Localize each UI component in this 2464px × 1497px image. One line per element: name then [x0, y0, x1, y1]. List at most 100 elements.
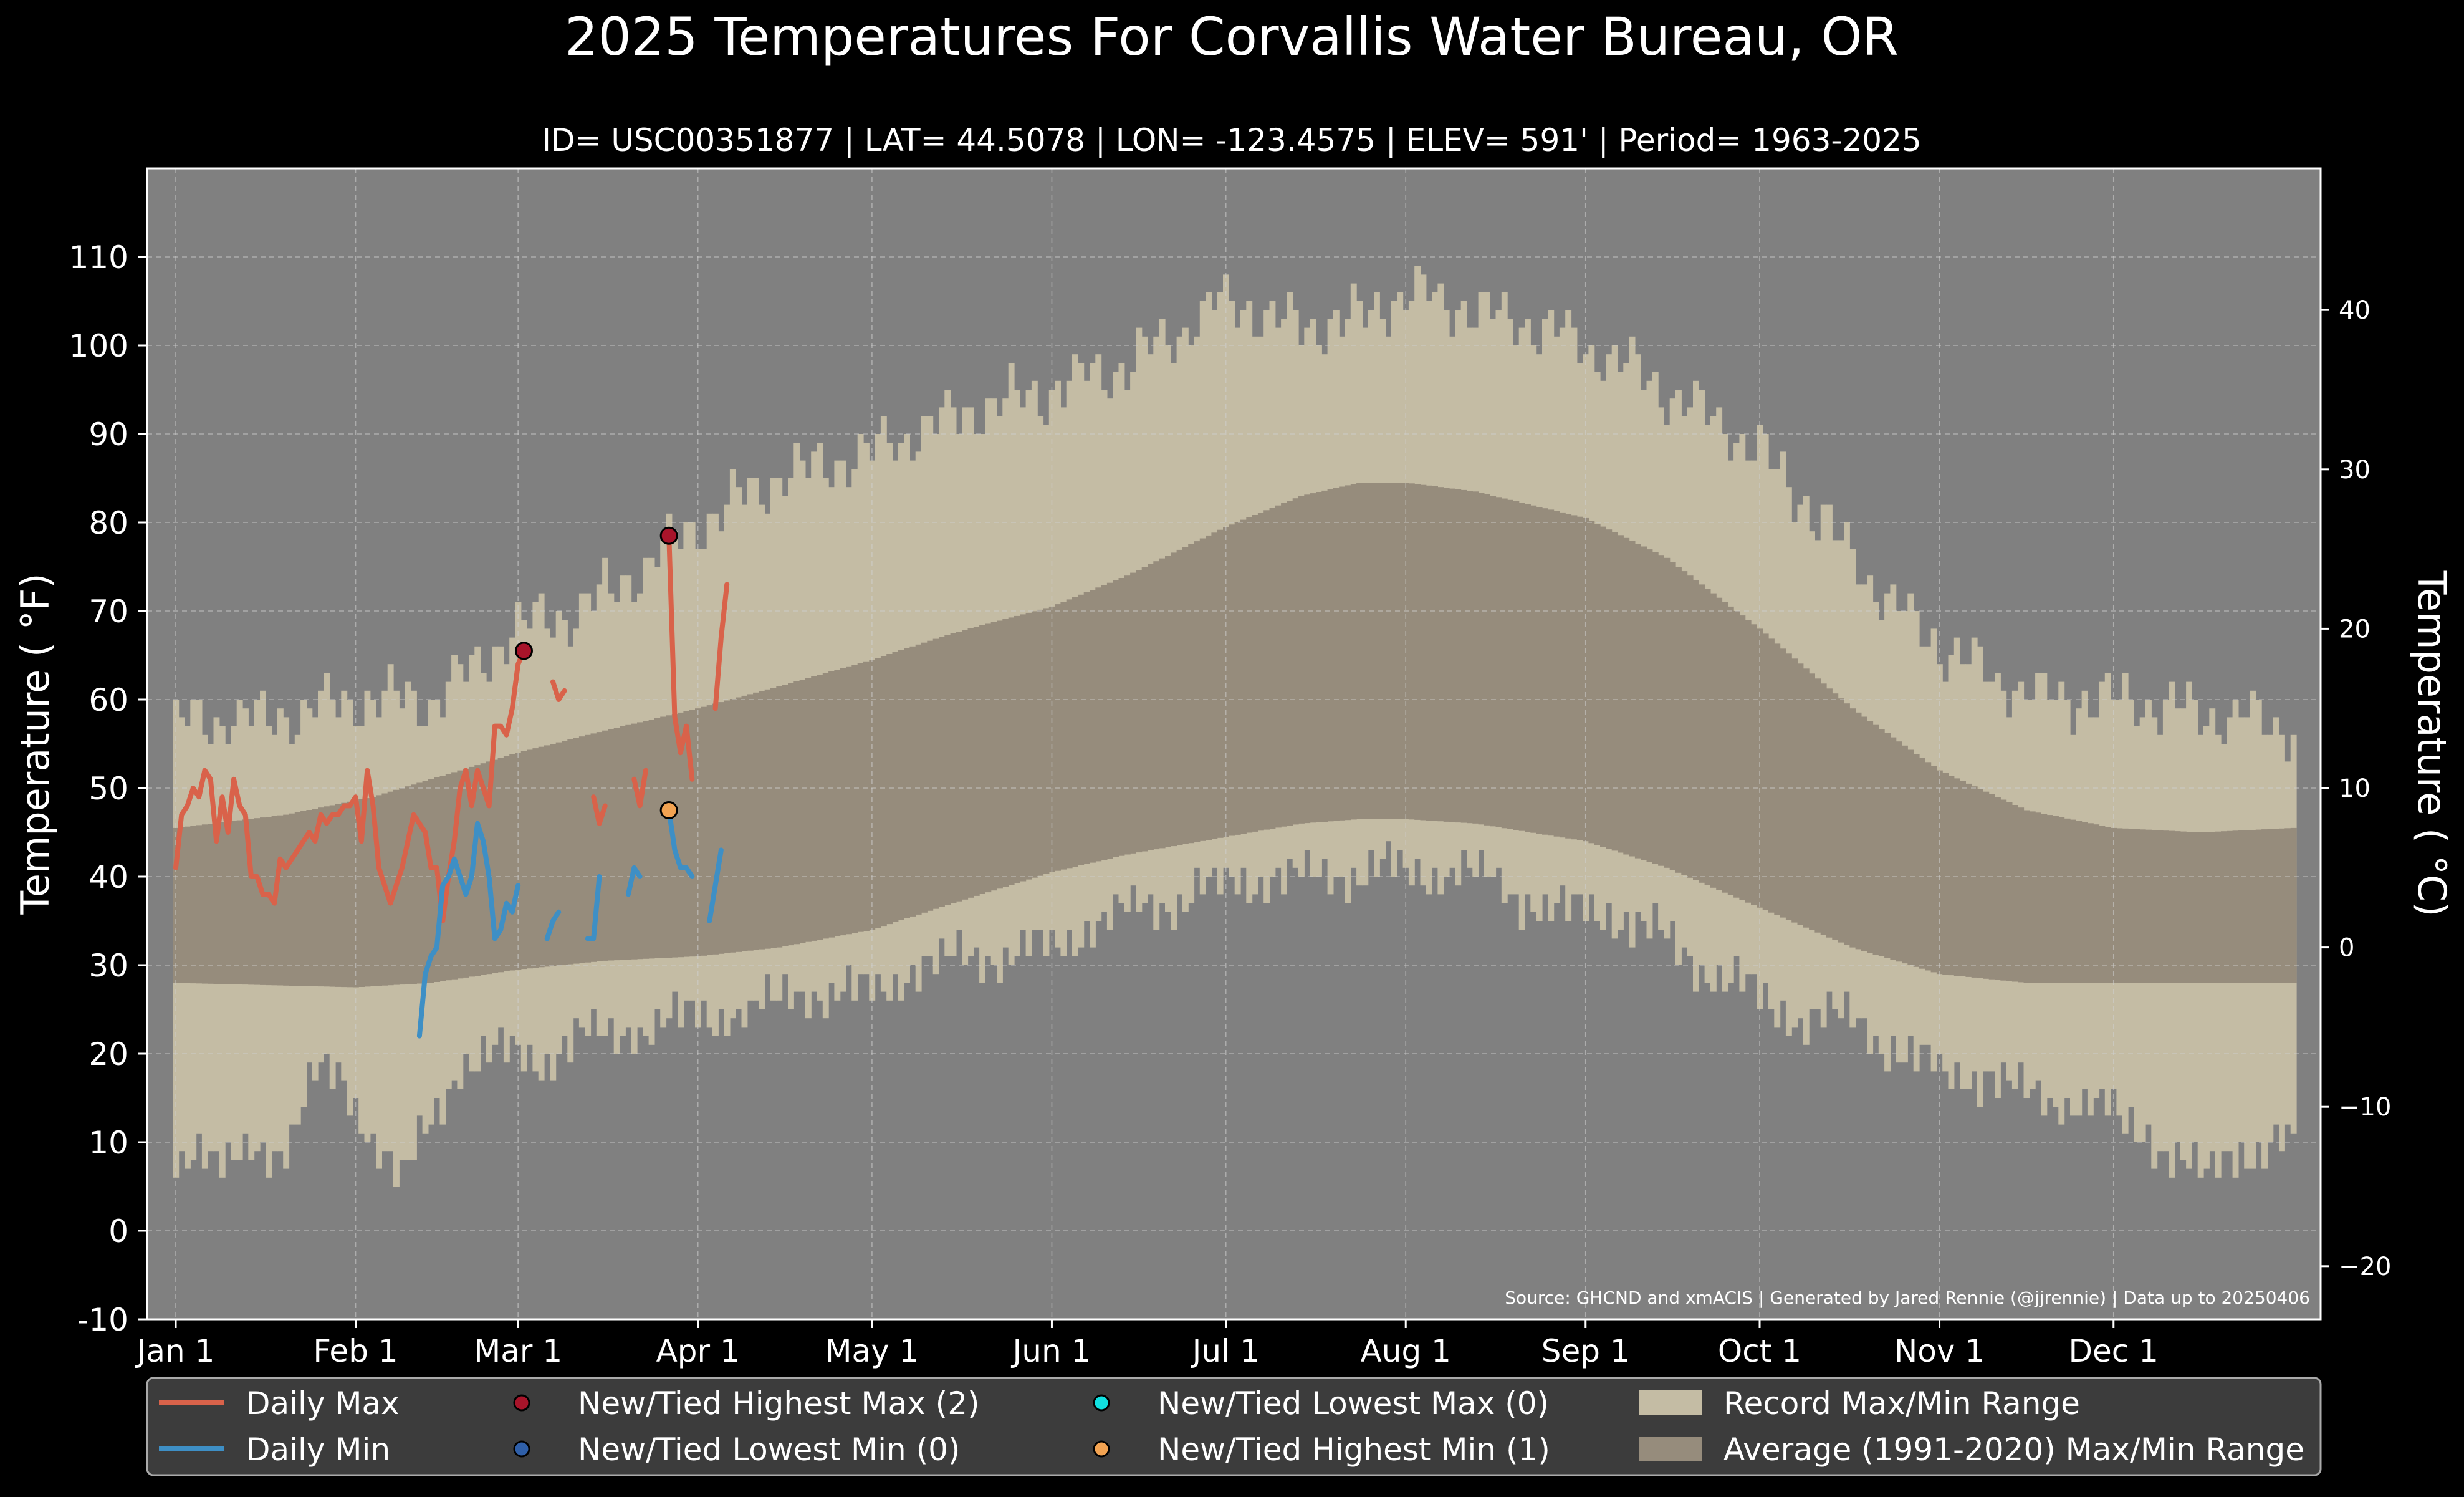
average-range-bar: [660, 716, 667, 958]
average-range-bar: [1727, 606, 1734, 895]
average-range-bar: [1936, 770, 1943, 975]
average-range-bar: [294, 812, 301, 986]
average-range-bar: [1867, 721, 1874, 953]
average-range-bar: [335, 804, 342, 987]
average-range-bar: [1437, 487, 1444, 822]
average-range-bar: [196, 825, 203, 984]
average-range-bar: [1391, 483, 1397, 819]
average-range-bar: [1257, 513, 1264, 831]
average-range-bar: [1304, 494, 1311, 824]
daily-max-line: [550, 679, 567, 702]
y-tick-label: 40: [89, 859, 128, 895]
average-range-bar: [892, 652, 899, 922]
daily-min-line: [707, 847, 724, 923]
average-range-bar: [782, 685, 789, 946]
average-range-bar: [776, 686, 783, 948]
average-range-bar: [718, 702, 725, 954]
average-range-bar: [2139, 829, 2146, 983]
average-range-bar: [880, 656, 887, 927]
average-range-bar: [2087, 823, 2094, 983]
average-range-bar: [178, 827, 185, 983]
average-range-bar: [318, 807, 324, 987]
average-range-bar: [1641, 546, 1647, 860]
average-range-bar: [1600, 526, 1606, 847]
daily-max-line: [631, 768, 648, 809]
average-range-bar: [990, 622, 997, 891]
average-range-bar: [387, 791, 394, 986]
average-range-bar: [1095, 587, 1102, 862]
y-axis-left: -10 0 10 20 30 40 50 60 70 80 90 100 110: [69, 239, 147, 1338]
legend-label: Average (1991-2020) Max/Min Range: [1723, 1432, 2304, 1468]
average-range-bar: [2180, 831, 2187, 983]
average-range-bar: [1467, 491, 1473, 824]
average-range-bar: [1281, 503, 1288, 827]
average-range-bar: [1576, 516, 1583, 840]
average-range-bar: [1983, 791, 1990, 979]
average-range-bar: [497, 758, 504, 973]
average-range-bar: [729, 699, 736, 953]
record-point: [659, 801, 678, 819]
average-range-bar: [550, 744, 557, 966]
average-range-bar: [544, 745, 550, 967]
y-tick-label: 80: [89, 505, 128, 541]
average-range-bar: [724, 700, 731, 953]
average-range-bar: [939, 637, 945, 907]
average-range-bar: [480, 763, 487, 975]
average-range-bar: [886, 654, 893, 925]
legend-label: New/Tied Highest Max (2): [578, 1385, 980, 1422]
average-range-bar: [1913, 754, 1920, 967]
daily-series: [173, 533, 730, 1039]
average-range-bar: [1809, 673, 1816, 930]
daily-max-line: [591, 794, 608, 826]
source-note: Source: GHCND and xmACIS | Generated by …: [1505, 1288, 2310, 1308]
average-range-bar: [1751, 624, 1757, 905]
average-range-bar: [2169, 830, 2175, 983]
average-range-bar: [1588, 521, 1595, 844]
average-range-bar: [358, 799, 365, 987]
average-range-bar: [2250, 830, 2256, 983]
average-range-bar: [608, 729, 615, 961]
average-range-bar: [2244, 830, 2251, 983]
average-range-bar: [602, 730, 609, 961]
record-points: [514, 526, 678, 819]
average-range-bar: [1269, 508, 1276, 829]
average-range-bar: [411, 784, 417, 984]
average-range-bar: [503, 756, 510, 971]
average-range-bar: [1507, 499, 1514, 829]
average-range-bar: [1206, 535, 1212, 840]
average-range-bar: [915, 644, 922, 915]
average-range-bar: [1606, 529, 1613, 849]
average-range-bar: [770, 688, 777, 948]
average-range-bar: [1368, 483, 1374, 819]
average-range-bar: [2018, 807, 2025, 983]
average-range-bar: [1664, 557, 1671, 868]
average-range-bar: [2279, 828, 2285, 983]
average-range-bar: [967, 628, 974, 898]
average-range-bar: [213, 823, 220, 984]
average-range-bar: [1397, 483, 1404, 819]
average-range-bar: [736, 697, 742, 952]
y-axis-label-right: Temperature ( °C): [2409, 570, 2455, 917]
average-range-bar: [1548, 509, 1555, 836]
average-range-bar: [451, 772, 458, 980]
legend-marker: [1093, 1440, 1110, 1458]
y-tick-label: 0: [108, 1213, 128, 1249]
average-range-bar: [2186, 832, 2193, 983]
average-range-bar: [1583, 517, 1589, 842]
y-tick-label: 90: [89, 416, 128, 453]
average-range-bar: [1844, 703, 1850, 945]
chart-title: 2025 Temperatures For Corvallis Water Bu…: [565, 6, 1899, 67]
average-range-bars: [173, 483, 2297, 988]
average-range-bar: [573, 738, 580, 964]
average-range-bar: [689, 710, 696, 957]
average-range-bar: [828, 671, 835, 938]
x-tick-label: Aug 1: [1361, 1333, 1451, 1369]
average-range-bar: [2053, 816, 2059, 983]
average-range-bar: [1141, 567, 1148, 852]
average-range-bar: [1118, 578, 1125, 856]
average-range-bar: [2122, 828, 2129, 983]
average-range-bar: [1165, 556, 1171, 847]
average-range-bar: [2157, 830, 2164, 983]
average-range-bar: [962, 630, 969, 900]
average-range-bar: [613, 728, 620, 961]
